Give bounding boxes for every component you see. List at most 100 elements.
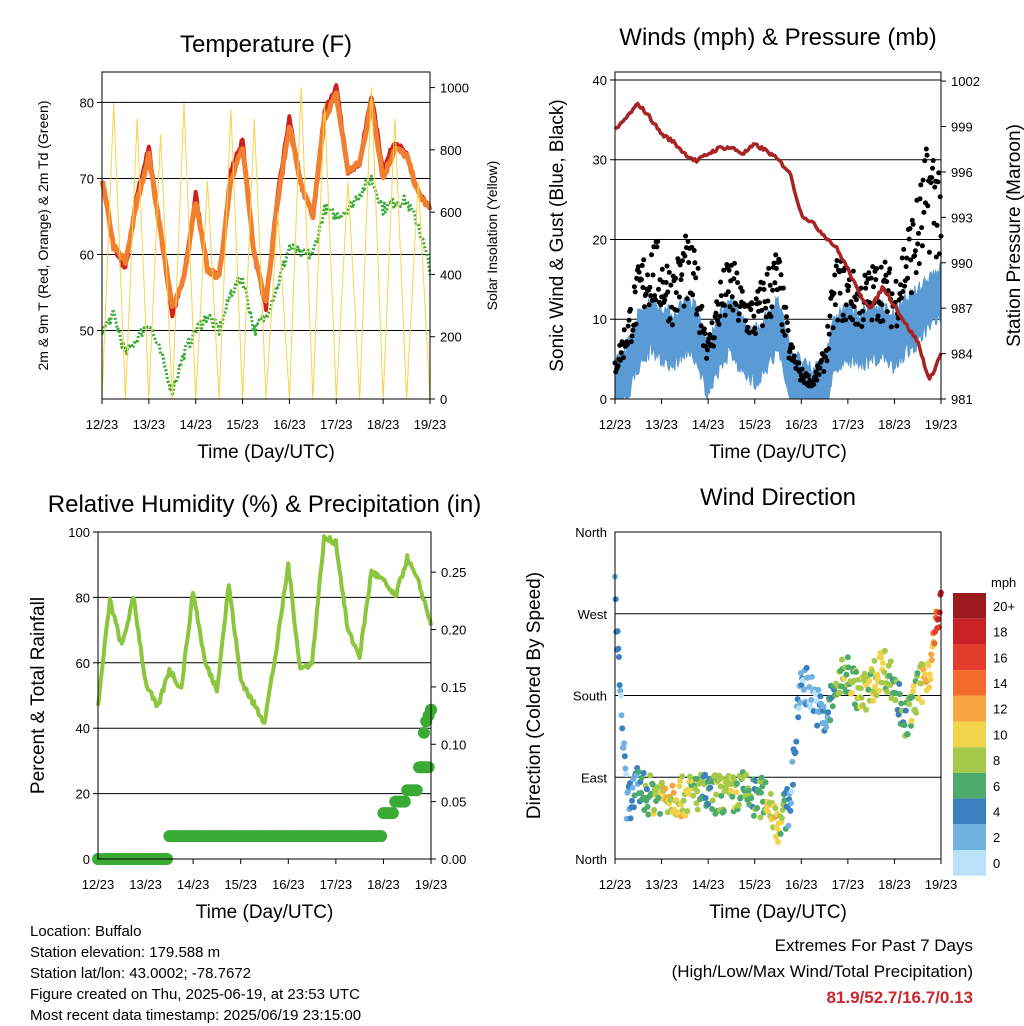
gust-point — [778, 272, 784, 278]
legend-title: mph — [991, 575, 1016, 590]
gust-point — [900, 289, 906, 294]
gust-point — [704, 355, 710, 361]
gust-point — [753, 296, 759, 302]
humidity-xtick: 14/23 — [177, 877, 210, 892]
direction-point — [896, 681, 903, 687]
gust-point — [691, 248, 697, 253]
gust-point — [662, 297, 668, 303]
gust-point — [706, 336, 712, 341]
gust-point — [909, 290, 914, 296]
gust-point — [916, 261, 922, 267]
direction-point — [635, 768, 642, 775]
direction-point — [657, 810, 663, 817]
gust-point — [677, 262, 683, 268]
gust-point — [924, 152, 930, 158]
direction-point — [670, 789, 677, 796]
gust-point — [884, 279, 890, 285]
gust-point — [693, 275, 699, 281]
temperature-ylabel: 2m & 9m T (Red, Orange) & 2m Td (Green) — [35, 101, 51, 371]
gust-point — [751, 313, 757, 319]
gust-point — [770, 287, 776, 293]
humidity-ytick: 20 — [76, 787, 90, 802]
humidity-frame — [97, 531, 432, 860]
direction-point — [909, 693, 916, 700]
direction-point — [829, 703, 836, 710]
direction-point — [675, 809, 682, 816]
gust-point — [930, 165, 935, 171]
gust-point — [646, 302, 652, 308]
gust-point — [733, 302, 739, 307]
gust-point — [718, 279, 724, 285]
direction-point — [616, 682, 623, 689]
legend-swatch — [953, 772, 986, 799]
gust-point — [773, 266, 779, 271]
humidity-xtick: 15/23 — [224, 877, 257, 892]
direction-point — [640, 770, 647, 776]
direction-point — [619, 725, 626, 732]
info-latlon: Station lat/lon: 43.0002; -78.7672 — [30, 965, 252, 982]
gust-point — [643, 291, 649, 297]
gust-point — [715, 318, 720, 323]
gust-point — [935, 179, 941, 185]
direction-point — [687, 773, 693, 780]
winds-xlabel: Time (Day/UTC) — [709, 442, 847, 463]
legend-label: 14 — [993, 676, 1007, 691]
humidity-ytick-right: 0.15 — [441, 680, 466, 695]
legend-label: 12 — [993, 702, 1007, 717]
direction-ytick: North — [575, 852, 607, 867]
gust-point — [879, 302, 885, 308]
legend-label: 18 — [993, 625, 1007, 640]
winds-xtick: 14/23 — [692, 417, 725, 432]
gust-point — [863, 285, 869, 291]
direction-point — [820, 703, 827, 710]
direction-point — [913, 709, 920, 716]
gust-point — [648, 293, 654, 299]
direction-ytick: West — [578, 607, 608, 622]
gust-point — [625, 323, 631, 329]
direction-point — [729, 793, 736, 800]
precip-point — [410, 784, 423, 797]
gust-point — [912, 253, 918, 259]
gust-point — [647, 284, 653, 290]
humidity-ytick-right: 0.20 — [441, 623, 466, 638]
direction-point — [711, 772, 718, 779]
winds-ytick: 30 — [593, 153, 607, 168]
direction-frame — [614, 531, 942, 860]
gust-point — [840, 312, 846, 318]
legend-swatch — [953, 644, 986, 671]
gust-point — [922, 158, 928, 164]
direction-point — [617, 687, 624, 694]
gust-point — [690, 271, 696, 276]
direction-point — [878, 654, 884, 661]
gust-point — [925, 203, 931, 209]
gust-point — [685, 239, 691, 244]
direction-xtick: 17/23 — [832, 877, 865, 892]
gust-point — [756, 300, 762, 306]
gust-point — [903, 264, 909, 270]
gust-point — [667, 316, 673, 322]
direction-point — [843, 671, 850, 678]
legend-label: 4 — [993, 804, 1000, 819]
gust-point — [628, 306, 633, 312]
gust-point — [730, 307, 736, 313]
gust-point — [919, 225, 925, 231]
direction-point — [919, 699, 926, 706]
direction-point — [762, 779, 769, 786]
gust-point — [843, 302, 849, 308]
direction-point — [927, 676, 934, 683]
gust-point — [790, 345, 796, 350]
gust-point — [649, 252, 654, 258]
gust-point — [769, 304, 775, 310]
direction-point — [777, 830, 784, 837]
direction-point — [745, 787, 752, 794]
winds-xtick: 18/23 — [878, 417, 911, 432]
gust-point — [707, 332, 713, 337]
gust-point — [827, 313, 833, 319]
humidity-ytick: 60 — [76, 656, 90, 671]
direction-point — [702, 795, 709, 801]
gust-point — [910, 221, 916, 227]
gust-point — [783, 304, 789, 310]
direction-point — [718, 775, 725, 782]
gust-point — [916, 230, 921, 236]
gust-point — [878, 264, 884, 270]
